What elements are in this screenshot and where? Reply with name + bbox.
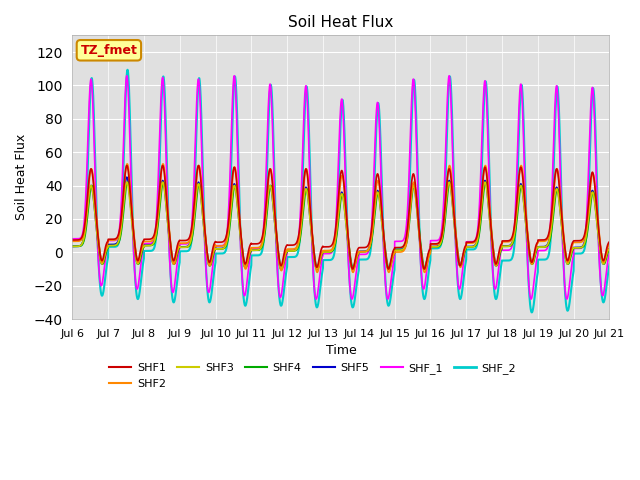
SHF3 [277, 266, 285, 272]
SHF5 [123, 174, 131, 180]
SHF_2 [605, 262, 613, 267]
SHF1 [298, 203, 306, 209]
SHF5 [68, 243, 76, 249]
SHF1 [162, 185, 170, 191]
SHF2 [162, 180, 170, 186]
SHF_1 [130, 254, 138, 260]
SHF1 [130, 233, 138, 239]
SHF2 [605, 241, 613, 247]
SHF_1 [538, 248, 545, 253]
Line: SHF4: SHF4 [72, 182, 609, 269]
SHF4 [130, 233, 138, 239]
SHF2 [314, 269, 321, 275]
SHF_1 [298, 175, 306, 180]
SHF4 [605, 246, 613, 252]
SHF1 [68, 237, 76, 243]
SHF_1 [605, 250, 613, 256]
Line: SHF2: SHF2 [72, 164, 609, 272]
SHF5 [298, 213, 306, 219]
Line: SHF3: SHF3 [72, 182, 609, 269]
SHF_2 [298, 198, 306, 204]
SHF5 [275, 256, 282, 262]
SHF3 [298, 214, 306, 220]
SHF2 [68, 239, 76, 244]
SHF2 [538, 239, 545, 244]
SHF2 [595, 231, 603, 237]
SHF2 [275, 252, 282, 258]
SHF1 [349, 266, 356, 272]
SHF3 [595, 240, 603, 246]
SHF_2 [130, 248, 138, 253]
SHF3 [162, 199, 170, 204]
SHF1 [595, 233, 603, 239]
X-axis label: Time: Time [326, 344, 356, 357]
SHF3 [68, 243, 76, 249]
SHF4 [298, 221, 306, 227]
Title: Soil Heat Flux: Soil Heat Flux [288, 15, 394, 30]
SHF_2 [124, 67, 131, 72]
SHF_1 [312, 296, 320, 302]
Text: TZ_fmet: TZ_fmet [81, 44, 138, 57]
SHF4 [275, 250, 282, 256]
SHF_2 [538, 257, 545, 263]
SHF3 [123, 180, 131, 185]
SHF4 [595, 235, 603, 240]
SHF1 [123, 163, 131, 168]
SHF4 [68, 243, 76, 249]
SHF1 [538, 237, 545, 243]
Line: SHF_2: SHF_2 [72, 70, 609, 312]
SHF_1 [123, 73, 131, 79]
SHF3 [538, 244, 545, 250]
SHF4 [124, 180, 131, 185]
SHF_1 [68, 236, 76, 242]
SHF_2 [528, 310, 536, 315]
SHF_1 [162, 139, 170, 144]
SHF5 [538, 244, 545, 250]
Line: SHF_1: SHF_1 [72, 76, 609, 299]
SHF3 [275, 256, 282, 262]
SHF5 [277, 266, 285, 272]
SHF4 [278, 266, 285, 272]
SHF5 [130, 238, 138, 244]
SHF1 [605, 239, 613, 245]
SHF_1 [275, 284, 282, 290]
SHF_2 [275, 284, 282, 290]
Line: SHF5: SHF5 [72, 177, 609, 269]
SHF2 [130, 229, 138, 235]
SHF1 [275, 251, 282, 257]
Line: SHF1: SHF1 [72, 166, 609, 269]
SHF2 [298, 209, 306, 215]
SHF3 [605, 246, 613, 252]
SHF5 [162, 197, 170, 203]
SHF4 [162, 192, 170, 197]
SHF4 [538, 244, 545, 250]
SHF_1 [595, 258, 603, 264]
SHF3 [130, 240, 138, 245]
Y-axis label: Soil Heat Flux: Soil Heat Flux [15, 134, 28, 220]
SHF2 [124, 161, 131, 167]
SHF5 [605, 245, 613, 251]
SHF_2 [68, 243, 76, 249]
SHF_2 [162, 118, 170, 124]
Legend: SHF1, SHF2, SHF3, SHF4, SHF5, SHF_1, SHF_2: SHF1, SHF2, SHF3, SHF4, SHF5, SHF_1, SHF… [105, 359, 521, 393]
SHF_2 [595, 250, 603, 256]
SHF5 [595, 240, 603, 246]
